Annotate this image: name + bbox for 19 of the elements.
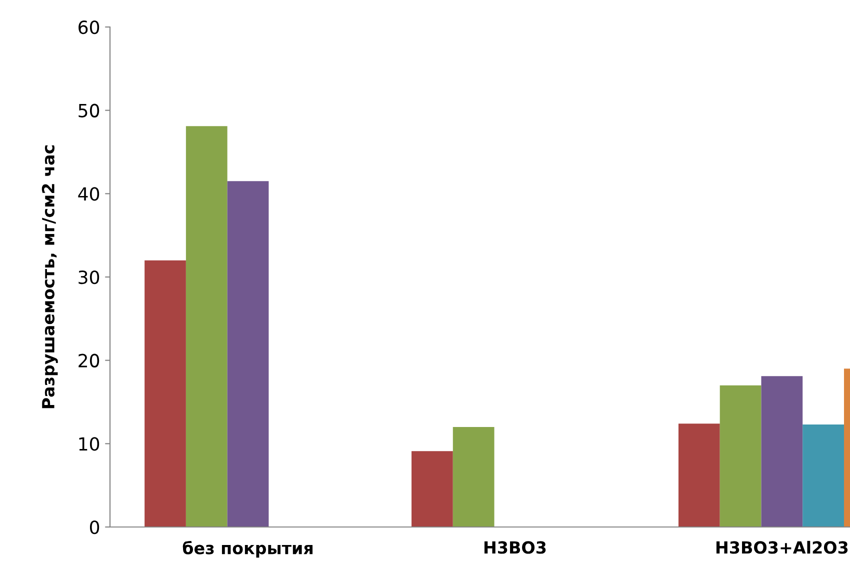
y-tick-label: 10 (79, 437, 100, 451)
bar (186, 126, 228, 527)
y-tick-label: 40 (78, 187, 100, 201)
y-axis-title: Разрушаемость, мг/см2 час (42, 145, 58, 408)
bar (144, 260, 186, 527)
bar (412, 451, 453, 527)
x-tick-label: без покрытия (182, 540, 313, 558)
bar (227, 181, 269, 527)
bar (452, 427, 494, 527)
y-tick-label: 30 (78, 270, 100, 284)
bar (761, 376, 803, 527)
x-tick-label: H3BO3 (484, 541, 546, 554)
bar (720, 385, 762, 527)
y-tick-label: 20 (78, 354, 100, 368)
x-tick-label: H3BO3+Al2O3 (716, 540, 848, 554)
y-tick-label: 60 (78, 20, 100, 34)
bar (678, 424, 720, 527)
y-tick-label: 0 (90, 520, 100, 534)
y-tick-label: 50 (78, 104, 100, 118)
